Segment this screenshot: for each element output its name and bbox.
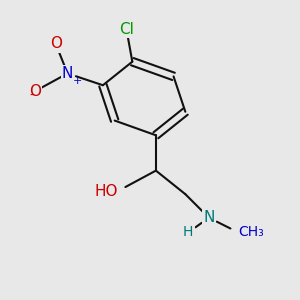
- Text: N: N: [203, 210, 214, 225]
- Text: CH₃: CH₃: [238, 225, 264, 239]
- Text: H: H: [183, 225, 194, 239]
- Text: -: -: [29, 88, 34, 103]
- Text: O: O: [29, 84, 41, 99]
- Text: Cl: Cl: [119, 22, 134, 37]
- Text: N: N: [62, 66, 73, 81]
- Text: HO: HO: [94, 184, 118, 199]
- Text: O: O: [50, 37, 62, 52]
- Text: +: +: [73, 76, 83, 86]
